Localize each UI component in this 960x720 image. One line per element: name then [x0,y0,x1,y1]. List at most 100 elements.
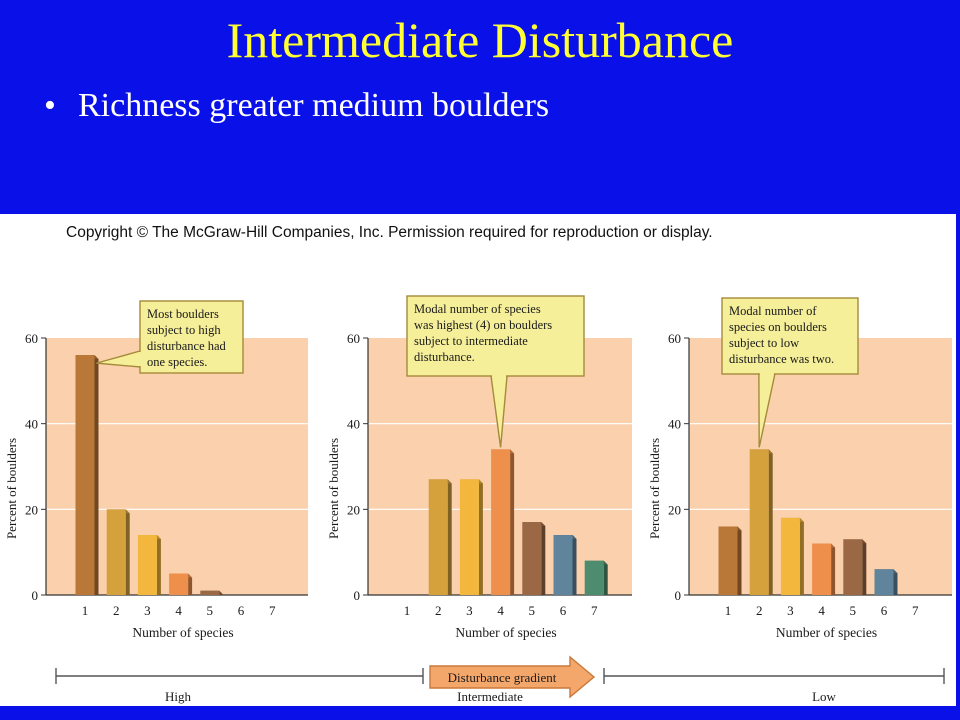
y-tick-label: 60 [25,331,38,346]
y-tick-label: 40 [25,417,38,432]
x-tick-label: 4 [497,603,504,618]
bar-face [812,543,832,595]
chart-panel-2: 0 20 40 60 1 2 3 4 5 6 7 Number of species Percent o… [326,295,632,640]
callout-text-line: disturbance had [147,339,227,353]
bar [553,535,577,595]
callout-text-line: one species. [147,355,207,369]
bullet-item: • Richness greater medium boulders [44,82,549,130]
x-tick-label: 1 [82,603,89,618]
callout-box [139,300,244,374]
x-tick-label: 3 [144,603,151,618]
bar-side [156,535,161,595]
bar-face [106,509,126,595]
bar-side [188,573,193,595]
x-tick-label: 7 [269,603,276,618]
bar-face [75,355,95,595]
bar [200,590,224,595]
bar [718,526,742,595]
callout: Most boulders subject to high disturbance … [96,300,244,374]
bar [780,517,804,595]
bar-face [522,522,542,595]
bar [137,535,161,595]
bar [169,573,193,595]
bar-side [572,535,577,595]
bar [874,569,898,595]
callout-text-line: Most boulders [147,307,219,321]
gradient-level-high: High [165,689,192,704]
x-tick-label: 3 [466,603,473,618]
callout-text-line: subject to high [147,323,221,337]
bar [428,479,452,595]
gradient-level-low: Low [812,689,836,704]
x-tick-label: 2 [435,603,442,618]
bar-face [459,479,479,595]
callout-text-line: Modal number of [729,304,817,318]
x-axis-label: Number of species [776,625,877,640]
y-tick-label: 40 [668,417,681,432]
y-tick-label: 0 [675,588,682,603]
copyright-notice: Copyright © The McGraw-Hill Companies, I… [66,224,713,241]
bar-face [200,590,220,595]
y-tick-label: 0 [354,588,361,603]
x-tick-label: 5 [850,603,857,618]
bar-face [843,539,863,595]
x-tick-label: 6 [881,603,888,618]
figure-panel: Copyright © The McGraw-Hill Companies, I… [0,214,956,706]
bar-side [94,355,99,595]
callout: Modal number of species was highest (4) o… [406,295,585,448]
callout-text-line: disturbance. [414,350,475,364]
callout-text-line: subject to intermediate [414,334,528,348]
bar-side [893,569,898,595]
bar [522,522,546,595]
bar [459,479,483,595]
bar-side [447,479,452,595]
bar-face [874,569,894,595]
disturbance-gradient: Disturbance gradient High Intermediate Low [55,655,945,704]
bar-face [780,517,800,595]
bar [843,539,867,595]
y-axis-label: Percent of boulders [4,438,19,539]
bar-side [603,560,608,595]
bar-side [737,526,742,595]
callout-text-line: species on boulders [729,320,827,334]
x-tick-label: 6 [238,603,245,618]
x-tick-label: 2 [756,603,763,618]
x-tick-label: 4 [175,603,182,618]
x-tick-label: 6 [560,603,567,618]
bar [584,560,608,595]
x-tick-label: 1 [404,603,411,618]
callout: Modal number of species on boulders subjec… [721,297,859,448]
y-tick-label: 20 [25,502,38,517]
y-axis-label: Percent of boulders [326,438,341,539]
bar-side [831,543,836,595]
bar-side [478,479,483,595]
callout-text-line: was highest (4) on boulders [414,318,552,332]
y-tick-label: 0 [32,588,39,603]
bar-face [428,479,448,595]
x-axis-label: Number of species [455,625,556,640]
bar [491,449,515,595]
x-axis-label: Number of species [132,625,233,640]
bar-side [510,449,515,595]
bar-face [169,573,189,595]
x-tick-label: 3 [787,603,794,618]
bar-face [137,535,157,595]
chart-panel-1: 0 20 40 60 1 2 3 4 5 6 7 Number of species Percent o… [4,300,308,640]
slide-title: Intermediate Disturbance [226,12,734,68]
bar [749,449,773,595]
callout-text-line: Modal number of species [414,302,541,316]
gradient-level-intermediate: Intermediate [457,689,523,704]
bar-side [862,539,867,595]
bar [812,543,836,595]
bar-side [125,509,130,595]
callout-text-line: subject to low [729,336,799,350]
x-tick-label: 5 [207,603,214,618]
bullet-dot: • [44,87,56,124]
bar [75,355,99,595]
y-tick-label: 60 [668,331,681,346]
x-tick-label: 7 [591,603,598,618]
bar-side [768,449,773,595]
chart-panel-3: 0 20 40 60 1 2 3 4 5 6 7 Number of species Percent o… [647,297,952,640]
y-tick-label: 60 [347,331,360,346]
